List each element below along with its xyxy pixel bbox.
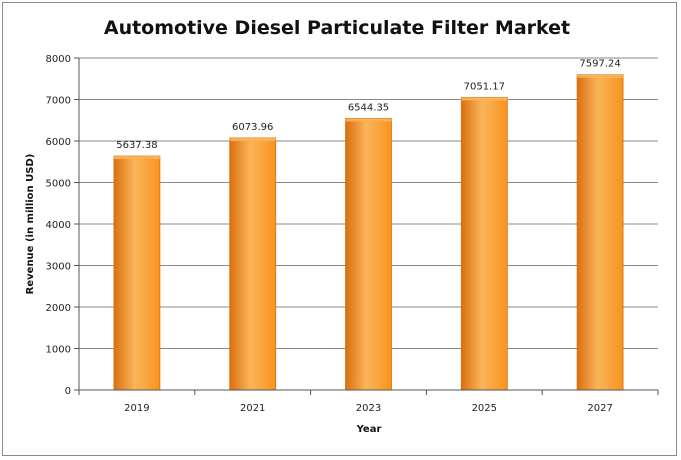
- bar-2021: [229, 137, 277, 391]
- data-label-2023: 6544.35: [348, 102, 389, 113]
- x-tick-label-2021: 2021: [240, 403, 265, 414]
- x-tick-label-2027: 2027: [587, 403, 612, 414]
- y-axis-title: Revenue (in million USD): [25, 154, 36, 295]
- bar-2027: [576, 74, 624, 391]
- y-tick-label: 0: [65, 386, 71, 397]
- axes: 0 1000 2000 3000 4000 5000 6000 7000 8000 2019 202…: [46, 54, 659, 414]
- bar-2025: [460, 96, 508, 391]
- bar-cap-2021: [229, 137, 276, 141]
- x-tick-label-2023: 2023: [356, 403, 381, 414]
- data-label-2025: 7051.17: [464, 81, 505, 92]
- x-axis-title: Year: [356, 424, 382, 435]
- data-label-2019: 5637.38: [116, 140, 157, 151]
- y-tick-label: 4000: [46, 220, 71, 231]
- y-tick-label: 2000: [46, 303, 71, 314]
- data-label-2027: 7597.24: [579, 59, 620, 70]
- bar-cap-2027: [577, 74, 624, 78]
- y-tick-label: 7000: [46, 96, 71, 107]
- y-tick-label: 3000: [46, 262, 71, 273]
- bar-cap-2019: [113, 156, 160, 160]
- bar-cap-2023: [345, 118, 392, 122]
- bar-2023: [345, 118, 392, 391]
- x-tick-label-2025: 2025: [472, 403, 497, 414]
- x-tick-label-2019: 2019: [124, 403, 149, 414]
- bar-cap-2025: [461, 97, 508, 101]
- y-tick-label: 6000: [46, 137, 71, 148]
- chart-title: Automotive Diesel Particulate Filter Mar…: [104, 17, 570, 39]
- bars: 5637.38 6073.96 6544.35 7051.17 7597.24: [113, 59, 624, 391]
- bar-2019: [113, 155, 161, 391]
- y-tick-label: 1000: [46, 345, 71, 356]
- data-label-2021: 6073.96: [232, 122, 273, 133]
- y-tick-label: 5000: [46, 179, 71, 190]
- y-tick-label: 8000: [46, 54, 71, 65]
